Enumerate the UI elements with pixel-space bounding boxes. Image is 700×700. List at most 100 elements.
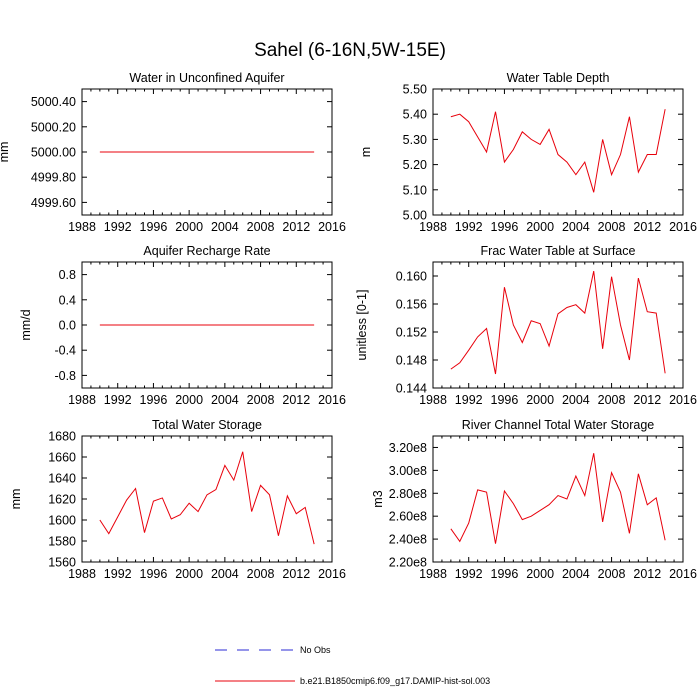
panel-title: Total Water Storage: [152, 418, 262, 432]
series-line: [450, 270, 666, 375]
panel-title: Aquifer Recharge Rate: [143, 244, 270, 258]
series-line: [450, 453, 666, 544]
x-tick-label: 1992: [455, 393, 483, 407]
y-tick-label: 0.160: [396, 270, 427, 284]
y-tick-label: 3.00e8: [389, 464, 427, 478]
x-tick-label: 1988: [68, 220, 96, 234]
y-tick-label: 1660: [48, 451, 76, 465]
x-tick-label: 1992: [455, 567, 483, 581]
x-tick-label: 2012: [633, 220, 661, 234]
y-tick-label: 2.60e8: [389, 510, 427, 524]
panel-title: Water in Unconfined Aquifer: [129, 71, 284, 85]
x-tick-label: 2000: [175, 393, 203, 407]
panel-title: Water Table Depth: [507, 71, 610, 85]
y-tick-label: 0.0: [59, 319, 76, 333]
x-tick-label: 2012: [282, 220, 310, 234]
x-tick-label: 1992: [104, 567, 132, 581]
y-tick-label: 0.8: [59, 268, 76, 282]
x-tick-label: 1988: [68, 567, 96, 581]
y-tick-label: 3.20e8: [389, 441, 427, 455]
x-tick-label: 2008: [247, 393, 275, 407]
y-tick-label: 0.156: [396, 298, 427, 312]
x-tick-label: 1996: [140, 220, 168, 234]
x-tick-label: 2008: [598, 567, 626, 581]
figure-title: Sahel (6-16N,5W-15E): [254, 40, 446, 61]
y-tick-label: 5.50: [403, 83, 427, 97]
y-tick-label: 0.148: [396, 354, 427, 368]
panel-title: Frac Water Table at Surface: [481, 244, 636, 258]
legend-obs-label: No Obs: [300, 645, 331, 655]
y-tick-label: 5.20: [403, 158, 427, 172]
x-tick-label: 2004: [562, 393, 590, 407]
y-axis-label: m3: [371, 490, 385, 507]
panels: Water in Unconfined Aquifer 1988 1992 1996 2…: [0, 71, 697, 581]
y-tick-label: 5000.20: [31, 120, 76, 134]
panel-6: River Channel Total Water Storage 1988 199…: [371, 418, 697, 581]
x-tick-label: 2016: [318, 393, 346, 407]
x-tick-label: 2004: [211, 567, 239, 581]
x-tick-label: 2016: [318, 567, 346, 581]
panel-4: Frac Water Table at Surface 1988 1992 1996 2…: [355, 244, 697, 407]
x-tick-label: 1988: [419, 567, 447, 581]
y-axis-label: unitless [0-1]: [355, 290, 369, 361]
x-tick-label: 2000: [175, 220, 203, 234]
x-tick-label: 2016: [669, 393, 697, 407]
x-tick-label: 2000: [526, 393, 554, 407]
y-tick-label: 1600: [48, 514, 76, 528]
y-tick-label: 5000.00: [31, 146, 76, 160]
panel-5: Total Water Storage 1988 1992 1996 2000 2004 2…: [9, 418, 346, 581]
x-tick-label: 2016: [318, 220, 346, 234]
x-tick-label: 1996: [491, 393, 519, 407]
y-tick-label: 0.152: [396, 326, 427, 340]
x-tick-label: 2016: [669, 220, 697, 234]
x-tick-label: 2008: [247, 220, 275, 234]
x-tick-label: 1996: [140, 567, 168, 581]
x-tick-label: 1992: [455, 220, 483, 234]
x-tick-label: 2004: [211, 393, 239, 407]
x-tick-label: 2008: [247, 567, 275, 581]
panel-1: Water in Unconfined Aquifer 1988 1992 1996 2…: [0, 71, 346, 234]
x-tick-label: 2000: [526, 567, 554, 581]
panel-3: Aquifer Recharge Rate 1988 1992 1996 2000 200…: [19, 244, 346, 407]
y-axis-label: mm: [0, 142, 11, 163]
plot-frame: [81, 435, 333, 563]
x-tick-label: 1988: [419, 393, 447, 407]
y-tick-label: 5.30: [403, 133, 427, 147]
y-axis-label: m: [359, 147, 373, 157]
x-tick-label: 2012: [633, 393, 661, 407]
y-tick-label: 1560: [48, 556, 76, 570]
x-tick-label: 2000: [175, 567, 203, 581]
x-tick-label: 2008: [598, 393, 626, 407]
x-tick-label: 2008: [598, 220, 626, 234]
series-line: [99, 451, 315, 545]
y-tick-label: 5.00: [403, 209, 427, 223]
y-axis-label: mm/d: [19, 309, 33, 340]
y-tick-label: 0.4: [59, 293, 76, 307]
x-tick-label: 1996: [140, 393, 168, 407]
plot-frame: [432, 88, 684, 216]
x-tick-label: 1992: [104, 220, 132, 234]
x-tick-label: 1996: [491, 220, 519, 234]
x-tick-label: 1992: [104, 393, 132, 407]
y-tick-label: 5.10: [403, 183, 427, 197]
y-tick-label: -0.8: [54, 369, 76, 383]
x-tick-label: 1988: [68, 393, 96, 407]
y-tick-label: 0.144: [396, 382, 427, 396]
y-tick-label: 5.40: [403, 108, 427, 122]
series-line: [450, 109, 666, 193]
x-tick-label: 2000: [526, 220, 554, 234]
y-axis-label: mm: [9, 489, 23, 510]
x-tick-label: 2004: [562, 220, 590, 234]
panel-2: Water Table Depth 1988 1992 1996 2000 2004 200…: [359, 71, 697, 234]
y-tick-label: 4999.60: [31, 196, 76, 210]
x-tick-label: 2012: [282, 393, 310, 407]
y-tick-label: 4999.80: [31, 171, 76, 185]
legend-model-label: b.e21.B1850cmip6.f09_g17.DAMIP-hist-sol.…: [300, 676, 490, 686]
x-tick-label: 2004: [562, 567, 590, 581]
x-tick-label: 2012: [633, 567, 661, 581]
plot-frame: [432, 261, 684, 389]
x-tick-label: 1988: [419, 220, 447, 234]
y-tick-label: 2.80e8: [389, 487, 427, 501]
y-tick-label: 1580: [48, 535, 76, 549]
